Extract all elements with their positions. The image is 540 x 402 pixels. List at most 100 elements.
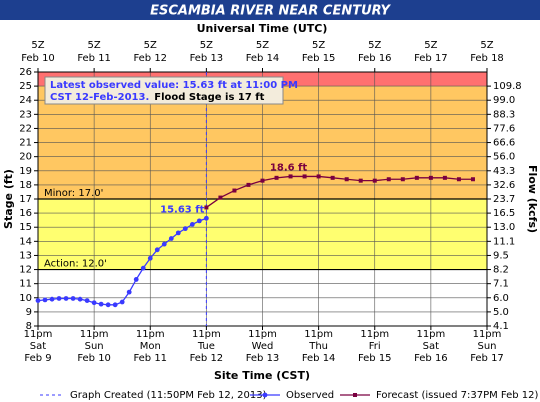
- y2-tick-label: 43.3: [493, 166, 515, 177]
- top-axis-label: Universal Time (UTC): [197, 22, 328, 35]
- top-tick-label: 5Z: [31, 40, 44, 51]
- y2-tick-label: 16.5: [493, 208, 515, 219]
- top-date-label: Feb 17: [414, 53, 448, 64]
- y-tick-label: 19: [19, 166, 32, 177]
- top-date-label: Feb 14: [246, 53, 280, 64]
- forecast-point: [330, 175, 335, 180]
- x-tick-label: 11pm: [416, 329, 445, 340]
- observed-point: [189, 222, 195, 227]
- y-tick-label: 18: [19, 180, 32, 191]
- top-date-label: Feb 10: [21, 53, 55, 64]
- y-tick-label: 9: [26, 307, 32, 318]
- annotation-line: Latest observed value: 15.63 ft at 11:00…: [50, 80, 298, 91]
- top-date-label: Feb 16: [358, 53, 392, 64]
- observed-point: [70, 296, 76, 301]
- annotation-box: [44, 76, 284, 105]
- point-label: 18.6 ft: [270, 162, 308, 173]
- y2-tick-label: 9.5: [493, 250, 509, 261]
- top-tick-label: 5Z: [144, 40, 157, 51]
- observed-point: [98, 301, 104, 307]
- forecast-point: [358, 178, 363, 183]
- y2-tick-label: 8.2: [493, 265, 509, 276]
- x-date-label: Feb 16: [414, 353, 448, 364]
- annotation-line: CST 12-Feb-2013. Flood Stage is 17 ft: [50, 92, 265, 103]
- y2-tick-label: 11.1: [493, 236, 515, 247]
- top-date-label: Feb 15: [302, 53, 336, 64]
- x-day-label: Mon: [140, 341, 161, 352]
- top-date-label: Feb 12: [133, 53, 167, 64]
- y2-tick-label: 109.8: [493, 81, 522, 92]
- forecast-point: [246, 182, 251, 187]
- forecast-point: [274, 175, 279, 180]
- top-date-label: Feb 11: [77, 53, 111, 64]
- x-date-label: Feb 15: [358, 353, 392, 364]
- annotation-flood: Flood Stage is 17 ft: [154, 92, 264, 103]
- forecast-point: [344, 177, 349, 182]
- observed-point: [91, 300, 97, 306]
- y2-tick-label: 6.0: [493, 293, 509, 304]
- y-axis-label: Stage (ft): [2, 169, 15, 229]
- observed-point: [161, 241, 167, 247]
- x-date-label: Feb 14: [302, 353, 336, 364]
- y2-tick-label: 88.3: [493, 109, 515, 120]
- top-date-label: Feb 13: [190, 53, 224, 64]
- y-tick-label: 11: [19, 279, 32, 290]
- x-day-label: Sat: [30, 341, 46, 352]
- forecast-point: [302, 174, 307, 179]
- y-tick-label: 22: [19, 123, 32, 134]
- top-tick-label: 5Z: [424, 40, 437, 51]
- forecast-point: [316, 174, 321, 179]
- observed-point: [49, 296, 55, 302]
- observed-point: [112, 302, 118, 308]
- legend-label: Observed: [286, 390, 334, 401]
- forecast-point: [218, 195, 223, 200]
- y-tick-label: 24: [19, 95, 32, 106]
- legend-label: Forecast (issued 7:37PM Feb 12): [376, 390, 539, 401]
- forecast-point: [372, 178, 377, 183]
- forecast-point: [386, 177, 391, 182]
- top-tick-label: 5Z: [256, 40, 269, 51]
- x-date-label: Feb 11: [133, 353, 167, 364]
- x-day-label: Thu: [308, 341, 328, 352]
- x-date-label: Feb 10: [77, 353, 111, 364]
- y-tick-label: 16: [19, 208, 32, 219]
- forecast-point: [232, 188, 237, 193]
- y-tick-label: 12: [19, 265, 32, 276]
- x-date-label: Feb 13: [246, 353, 280, 364]
- x-date-label: Feb 9: [24, 353, 51, 364]
- y-tick-label: 25: [19, 81, 32, 92]
- y-tick-label: 8: [26, 321, 32, 332]
- observed-point: [140, 265, 146, 271]
- observed-point: [84, 298, 90, 303]
- x-tick-label: 11pm: [192, 329, 221, 340]
- y2-tick-label: 5.0: [493, 307, 509, 318]
- top-tick-label: 5Z: [200, 40, 213, 51]
- observed-point: [35, 298, 41, 303]
- top-tick-label: 5Z: [368, 40, 381, 51]
- forecast-point: [414, 175, 419, 180]
- y2-tick-label: 99.0: [493, 95, 515, 106]
- x-day-label: Sat: [423, 341, 439, 352]
- observed-point: [154, 247, 160, 253]
- y-tick-label: 14: [19, 236, 32, 247]
- x-tick-label: 11pm: [248, 329, 277, 340]
- forecast-point: [204, 205, 209, 210]
- top-date-label: Feb 18: [470, 53, 504, 64]
- y-tick-label: 23: [19, 109, 32, 120]
- forecast-point: [470, 177, 475, 182]
- observed-point: [56, 296, 62, 301]
- threshold-label: Minor: 17.0': [44, 188, 103, 199]
- observed-point: [203, 215, 209, 221]
- observed-point: [133, 277, 139, 282]
- y-tick-label: 26: [19, 67, 32, 78]
- observed-point: [126, 289, 132, 295]
- legend-marker: [262, 392, 268, 398]
- y-tick-label: 13: [19, 250, 32, 261]
- y-tick-label: 10: [19, 293, 32, 304]
- observed-point: [182, 226, 188, 232]
- x-tick-label: 11pm: [24, 329, 53, 340]
- threshold-label: Action: 12.0': [44, 259, 107, 270]
- y-tick-label: 21: [19, 138, 32, 149]
- y2-tick-label: 13.0: [493, 222, 515, 233]
- x-date-label: Feb 12: [190, 353, 224, 364]
